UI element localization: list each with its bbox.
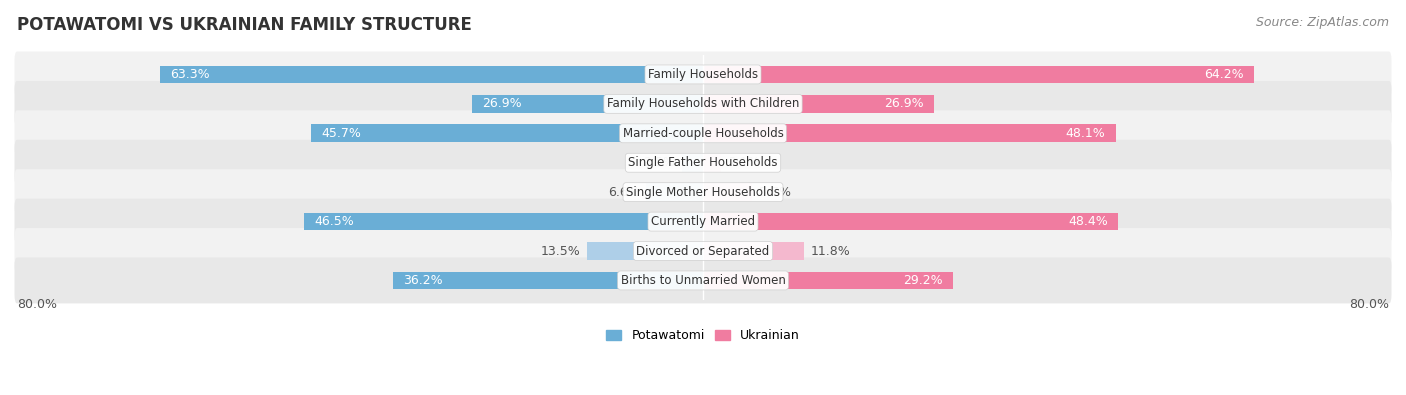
- Bar: [392, 272, 703, 289]
- Text: 11.8%: 11.8%: [811, 245, 851, 258]
- Text: 2.5%: 2.5%: [643, 156, 675, 169]
- Bar: [703, 183, 752, 201]
- FancyBboxPatch shape: [14, 228, 1392, 274]
- Bar: [703, 154, 721, 171]
- FancyBboxPatch shape: [14, 110, 1392, 156]
- Bar: [703, 213, 1118, 230]
- Text: 45.7%: 45.7%: [322, 127, 361, 140]
- Text: Single Mother Households: Single Mother Households: [626, 186, 780, 199]
- Text: 2.1%: 2.1%: [728, 156, 759, 169]
- Text: 26.9%: 26.9%: [482, 98, 522, 110]
- Bar: [703, 242, 804, 260]
- Text: 26.9%: 26.9%: [884, 98, 924, 110]
- Text: 46.5%: 46.5%: [315, 215, 354, 228]
- Text: 48.4%: 48.4%: [1069, 215, 1108, 228]
- Bar: [703, 66, 1254, 83]
- Bar: [160, 66, 703, 83]
- FancyBboxPatch shape: [14, 81, 1392, 127]
- FancyBboxPatch shape: [14, 169, 1392, 215]
- Text: Family Households with Children: Family Households with Children: [607, 98, 799, 110]
- Bar: [472, 95, 703, 113]
- Bar: [304, 213, 703, 230]
- Text: Divorced or Separated: Divorced or Separated: [637, 245, 769, 258]
- Text: 48.1%: 48.1%: [1066, 127, 1105, 140]
- Text: 64.2%: 64.2%: [1204, 68, 1243, 81]
- FancyBboxPatch shape: [14, 51, 1392, 98]
- Bar: [647, 183, 703, 201]
- Text: 5.7%: 5.7%: [759, 186, 790, 199]
- Text: POTAWATOMI VS UKRAINIAN FAMILY STRUCTURE: POTAWATOMI VS UKRAINIAN FAMILY STRUCTURE: [17, 16, 472, 34]
- Text: 29.2%: 29.2%: [904, 274, 943, 287]
- FancyBboxPatch shape: [14, 258, 1392, 303]
- Bar: [311, 124, 703, 142]
- Bar: [588, 242, 703, 260]
- Text: Family Households: Family Households: [648, 68, 758, 81]
- Bar: [703, 124, 1115, 142]
- Text: Currently Married: Currently Married: [651, 215, 755, 228]
- Text: 6.6%: 6.6%: [607, 186, 640, 199]
- Text: Single Father Households: Single Father Households: [628, 156, 778, 169]
- FancyBboxPatch shape: [14, 140, 1392, 186]
- Legend: Potawatomi, Ukrainian: Potawatomi, Ukrainian: [602, 324, 804, 347]
- Text: 13.5%: 13.5%: [541, 245, 581, 258]
- Bar: [682, 154, 703, 171]
- Bar: [703, 272, 953, 289]
- FancyBboxPatch shape: [14, 199, 1392, 245]
- Text: Source: ZipAtlas.com: Source: ZipAtlas.com: [1256, 16, 1389, 29]
- Text: 80.0%: 80.0%: [1350, 298, 1389, 311]
- Text: 63.3%: 63.3%: [170, 68, 209, 81]
- Text: 80.0%: 80.0%: [17, 298, 56, 311]
- Text: Births to Unmarried Women: Births to Unmarried Women: [620, 274, 786, 287]
- Text: Married-couple Households: Married-couple Households: [623, 127, 783, 140]
- Text: 36.2%: 36.2%: [404, 274, 443, 287]
- Bar: [703, 95, 934, 113]
